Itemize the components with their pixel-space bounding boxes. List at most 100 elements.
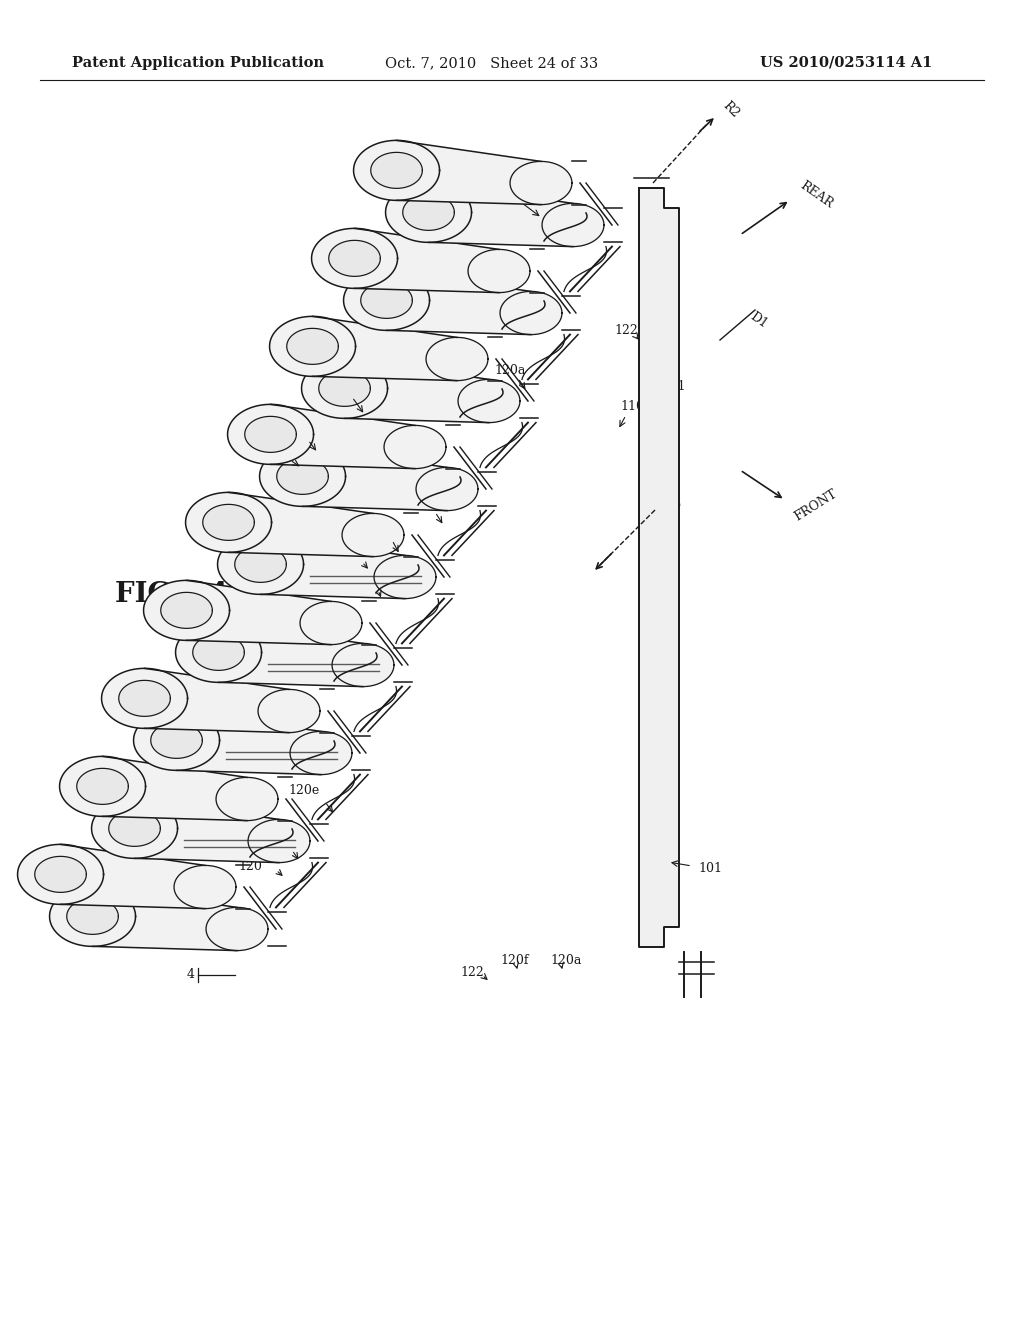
Polygon shape	[161, 593, 212, 628]
Polygon shape	[248, 820, 310, 862]
Text: 122: 122	[460, 965, 483, 978]
Polygon shape	[396, 140, 541, 205]
Polygon shape	[500, 292, 562, 334]
Polygon shape	[77, 768, 128, 804]
Text: 101: 101	[698, 862, 722, 874]
Polygon shape	[344, 271, 429, 330]
Polygon shape	[468, 249, 530, 293]
Polygon shape	[276, 458, 329, 495]
Text: 120: 120	[238, 861, 262, 874]
Polygon shape	[542, 203, 604, 247]
Text: 110a: 110a	[406, 499, 436, 511]
Polygon shape	[151, 722, 203, 759]
Text: D1: D1	[748, 309, 770, 330]
Polygon shape	[119, 680, 170, 717]
Polygon shape	[176, 710, 321, 775]
Polygon shape	[639, 189, 679, 946]
Polygon shape	[206, 907, 268, 950]
Polygon shape	[185, 492, 271, 552]
Polygon shape	[174, 866, 236, 908]
Polygon shape	[259, 446, 345, 507]
Text: 120b: 120b	[253, 833, 285, 846]
Polygon shape	[353, 140, 439, 201]
Text: US 2010/0253114 A1: US 2010/0253114 A1	[760, 55, 933, 70]
Polygon shape	[59, 756, 145, 816]
Text: 4: 4	[187, 969, 195, 982]
Polygon shape	[49, 886, 135, 946]
Polygon shape	[144, 668, 289, 733]
Text: 120: 120	[248, 449, 272, 462]
Text: 120e: 120e	[315, 376, 346, 389]
Polygon shape	[270, 404, 415, 469]
Polygon shape	[386, 271, 531, 334]
Polygon shape	[258, 689, 319, 733]
Polygon shape	[287, 329, 338, 364]
Polygon shape	[245, 416, 296, 453]
Text: 120a: 120a	[550, 954, 582, 968]
Polygon shape	[92, 886, 237, 950]
Polygon shape	[342, 513, 403, 557]
Polygon shape	[175, 622, 261, 682]
Polygon shape	[371, 152, 422, 189]
Text: Oct. 7, 2010   Sheet 24 of 33: Oct. 7, 2010 Sheet 24 of 33	[385, 55, 598, 70]
Polygon shape	[217, 535, 303, 594]
Polygon shape	[109, 810, 161, 846]
Text: 110: 110	[322, 550, 346, 564]
Text: 120f: 120f	[500, 954, 528, 968]
Polygon shape	[318, 371, 371, 407]
Polygon shape	[35, 857, 86, 892]
Polygon shape	[134, 799, 279, 862]
Text: R1: R1	[668, 380, 685, 393]
Polygon shape	[329, 240, 380, 276]
Polygon shape	[60, 845, 205, 908]
Polygon shape	[143, 581, 229, 640]
Polygon shape	[458, 379, 520, 422]
Polygon shape	[17, 845, 103, 904]
Text: 120f: 120f	[478, 189, 507, 202]
Text: Patent Application Publication: Patent Application Publication	[72, 55, 324, 70]
Polygon shape	[402, 194, 455, 231]
Polygon shape	[203, 504, 254, 540]
Polygon shape	[426, 338, 488, 380]
Polygon shape	[300, 602, 361, 644]
Polygon shape	[133, 710, 219, 771]
Polygon shape	[301, 358, 387, 418]
Polygon shape	[374, 556, 436, 598]
Polygon shape	[260, 535, 406, 598]
Polygon shape	[384, 425, 446, 469]
Text: REAR: REAR	[798, 180, 836, 211]
Polygon shape	[302, 446, 447, 511]
Polygon shape	[312, 317, 457, 380]
Polygon shape	[193, 635, 245, 671]
Polygon shape	[227, 404, 313, 465]
Polygon shape	[186, 581, 331, 644]
Polygon shape	[228, 492, 373, 557]
Polygon shape	[332, 643, 394, 686]
Polygon shape	[67, 899, 119, 935]
Text: 120a: 120a	[494, 363, 525, 376]
Polygon shape	[386, 182, 471, 243]
Text: FIG. 24: FIG. 24	[115, 582, 228, 609]
Text: FRONT: FRONT	[792, 487, 840, 523]
Polygon shape	[102, 756, 247, 821]
Polygon shape	[344, 358, 489, 422]
Polygon shape	[216, 777, 278, 821]
Polygon shape	[91, 799, 177, 858]
Polygon shape	[101, 668, 187, 729]
Text: 110b: 110b	[355, 524, 387, 536]
Polygon shape	[429, 182, 573, 247]
Text: R2: R2	[720, 99, 741, 120]
Polygon shape	[269, 317, 355, 376]
Polygon shape	[218, 622, 362, 686]
Polygon shape	[290, 731, 352, 775]
Text: 110f: 110f	[620, 400, 648, 413]
Text: 120b: 120b	[265, 421, 297, 434]
Polygon shape	[510, 161, 572, 205]
Text: R2: R2	[660, 494, 682, 516]
Polygon shape	[416, 467, 478, 511]
Polygon shape	[354, 228, 499, 293]
Text: 120e: 120e	[288, 784, 319, 796]
Polygon shape	[360, 282, 413, 318]
Text: 122: 122	[614, 323, 638, 337]
Polygon shape	[234, 546, 287, 582]
